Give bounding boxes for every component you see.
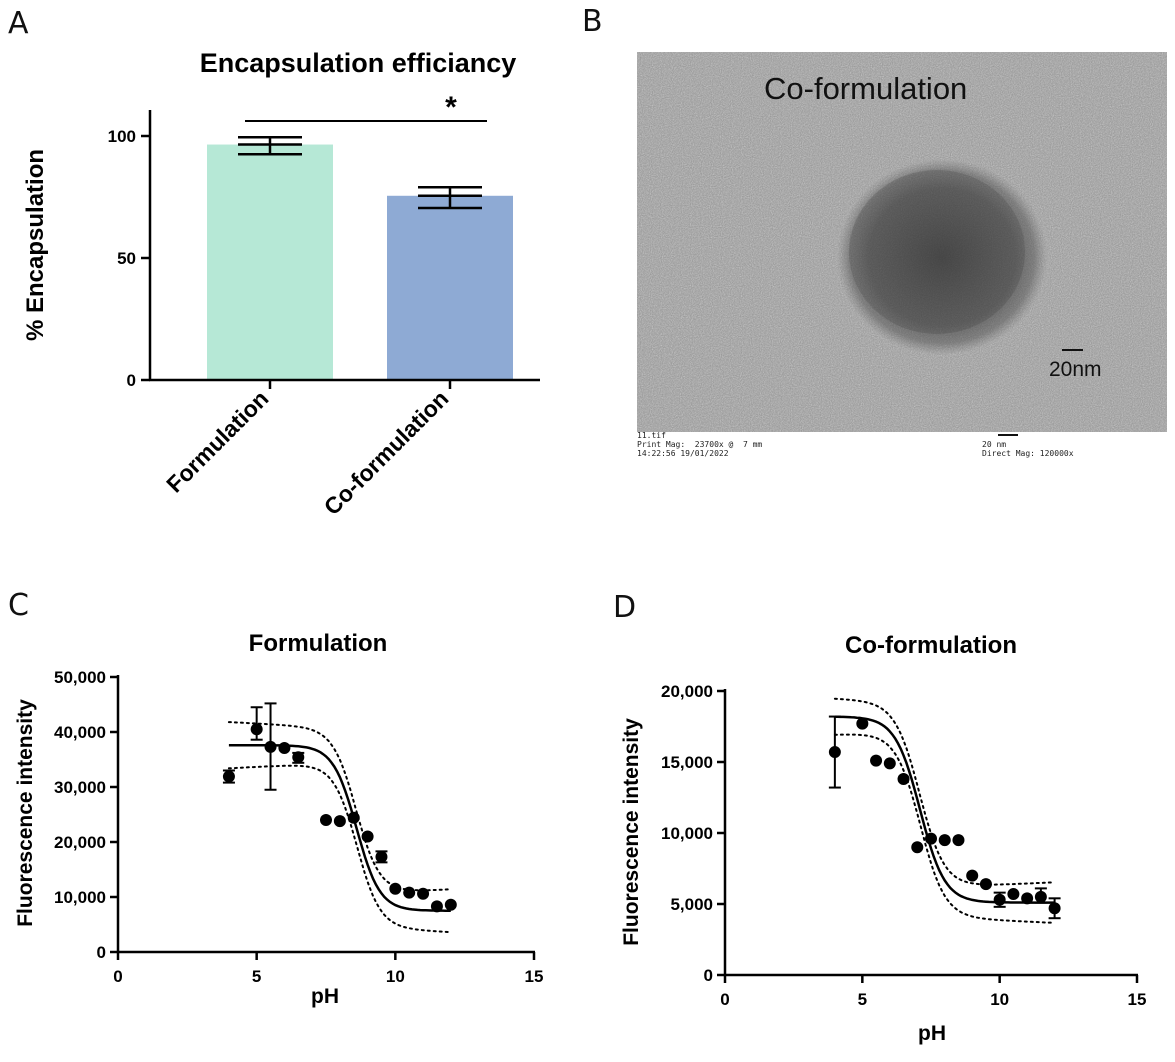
data-point xyxy=(347,811,360,824)
chart-a-title: Encapsulation efficiancy xyxy=(200,48,517,78)
chart-c-ylabel: Fluorescence intensity xyxy=(14,699,37,927)
tem-info-scale-bar xyxy=(998,434,1018,436)
panel-letter-b: B xyxy=(582,4,603,39)
y-tick-label: 0 xyxy=(127,371,136,390)
data-point xyxy=(911,841,924,854)
data-point xyxy=(993,893,1006,906)
tem-info-timestamp: 14:22:56 19/01/2022 xyxy=(637,449,729,458)
data-point xyxy=(278,741,291,754)
data-point xyxy=(870,754,883,767)
y-tick-label: 0 xyxy=(704,966,713,985)
tem-micrograph: Co-formulation 20nm xyxy=(637,52,1167,432)
x-tick-label: 10 xyxy=(990,990,1009,1009)
y-tick-label: 5,000 xyxy=(670,895,713,914)
data-point xyxy=(925,832,937,845)
data-point xyxy=(856,717,869,730)
data-point xyxy=(222,770,235,783)
data-point xyxy=(430,900,443,913)
data-point xyxy=(444,898,457,911)
data-point xyxy=(897,773,910,786)
y-tick-label: 100 xyxy=(108,127,136,146)
data-point xyxy=(1048,902,1061,915)
chart-a-encapsulation: Encapsulation efficiancy % Encapsulation… xyxy=(22,48,540,520)
data-point xyxy=(403,886,416,899)
x-tick-label: 15 xyxy=(1128,990,1147,1009)
data-point xyxy=(828,746,841,759)
x-tick-label: 5 xyxy=(858,990,867,1009)
tem-image: Co-formulation 20nm xyxy=(637,52,1167,432)
tem-info-left: 11.tif Print Mag: 23700x @ 7 mm 14:22:56 1… xyxy=(637,431,762,458)
data-point xyxy=(966,869,979,882)
data-point xyxy=(375,850,388,863)
y-tick-label: 40,000 xyxy=(54,723,106,742)
x-tick-label: 0 xyxy=(113,967,122,986)
ci-band-lower xyxy=(833,733,1056,924)
fit-curve xyxy=(834,715,1055,904)
bar-coformulation xyxy=(387,195,513,380)
ci-band-lower xyxy=(227,764,452,934)
y-tick-label: 20,000 xyxy=(661,682,713,701)
chart-d-title: Co-formulation xyxy=(845,632,1017,659)
y-tick-label: 10,000 xyxy=(54,888,106,907)
chart-c-xlabel: pH xyxy=(311,985,339,1008)
y-tick-label: 0 xyxy=(97,943,106,962)
data-point xyxy=(292,751,305,764)
fit-curve xyxy=(228,743,451,912)
y-tick-label: 30,000 xyxy=(54,778,106,797)
y-tick-label: 20,000 xyxy=(54,833,106,852)
data-point xyxy=(883,757,896,770)
x-tick-label-coformulation: Co-formulation xyxy=(319,385,454,520)
data-point xyxy=(264,740,277,753)
data-point xyxy=(979,878,992,891)
panel-letter-d: D xyxy=(613,590,637,625)
x-tick-label: 10 xyxy=(386,967,405,986)
tem-info-file: 11.tif xyxy=(637,431,666,440)
chart-a-ylabel: % Encapsulation xyxy=(22,149,49,341)
chart-c-formulation: Formulation Fluorescence intensity pH 0 1… xyxy=(14,630,544,1008)
panel-letter-c: C xyxy=(8,588,29,623)
x-tick-label: 0 xyxy=(720,990,729,1009)
chart-d-ylabel: Fluorescence intensity xyxy=(620,718,643,946)
tem-particle xyxy=(837,159,1047,355)
chart-c-title: Formulation xyxy=(249,630,388,657)
data-point xyxy=(938,834,951,847)
tem-scale-label: 20nm xyxy=(1049,358,1102,381)
panel-letter-a: A xyxy=(8,6,29,41)
chart-d-xlabel: pH xyxy=(918,1022,946,1045)
tem-info-right: 20 nm Direct Mag: 120000x xyxy=(982,440,1074,458)
bar-formulation xyxy=(207,144,333,380)
x-tick-label: 5 xyxy=(252,967,261,986)
data-point xyxy=(1021,892,1034,905)
data-point xyxy=(250,723,263,736)
ci-band-upper xyxy=(833,697,1056,886)
tem-label: Co-formulation xyxy=(764,71,967,106)
tem-info-print-mag: Print Mag: 23700x @ 7 mm xyxy=(637,440,763,449)
significance-marker: * xyxy=(445,91,457,124)
ci-band-upper xyxy=(227,721,452,892)
y-tick-label: 50,000 xyxy=(54,668,106,687)
data-point xyxy=(1034,890,1047,903)
x-tick-label: 15 xyxy=(525,967,544,986)
data-point xyxy=(389,882,402,895)
chart-d-coformulation: Co-formulation Fluorescence intensity pH… xyxy=(620,632,1147,1045)
y-tick-label: 15,000 xyxy=(661,753,713,772)
tem-info-direct-mag: Direct Mag: 120000x xyxy=(982,449,1074,458)
data-point xyxy=(361,830,374,843)
y-tick-label: 50 xyxy=(117,249,136,268)
x-tick-label-formulation: Formulation xyxy=(161,385,273,497)
tem-info-scale: 20 nm xyxy=(982,440,1007,449)
data-point xyxy=(333,815,346,828)
data-point xyxy=(320,814,332,826)
y-tick-label: 10,000 xyxy=(661,824,713,843)
data-point xyxy=(1007,888,1020,901)
data-point xyxy=(417,887,430,900)
data-point xyxy=(952,834,965,847)
